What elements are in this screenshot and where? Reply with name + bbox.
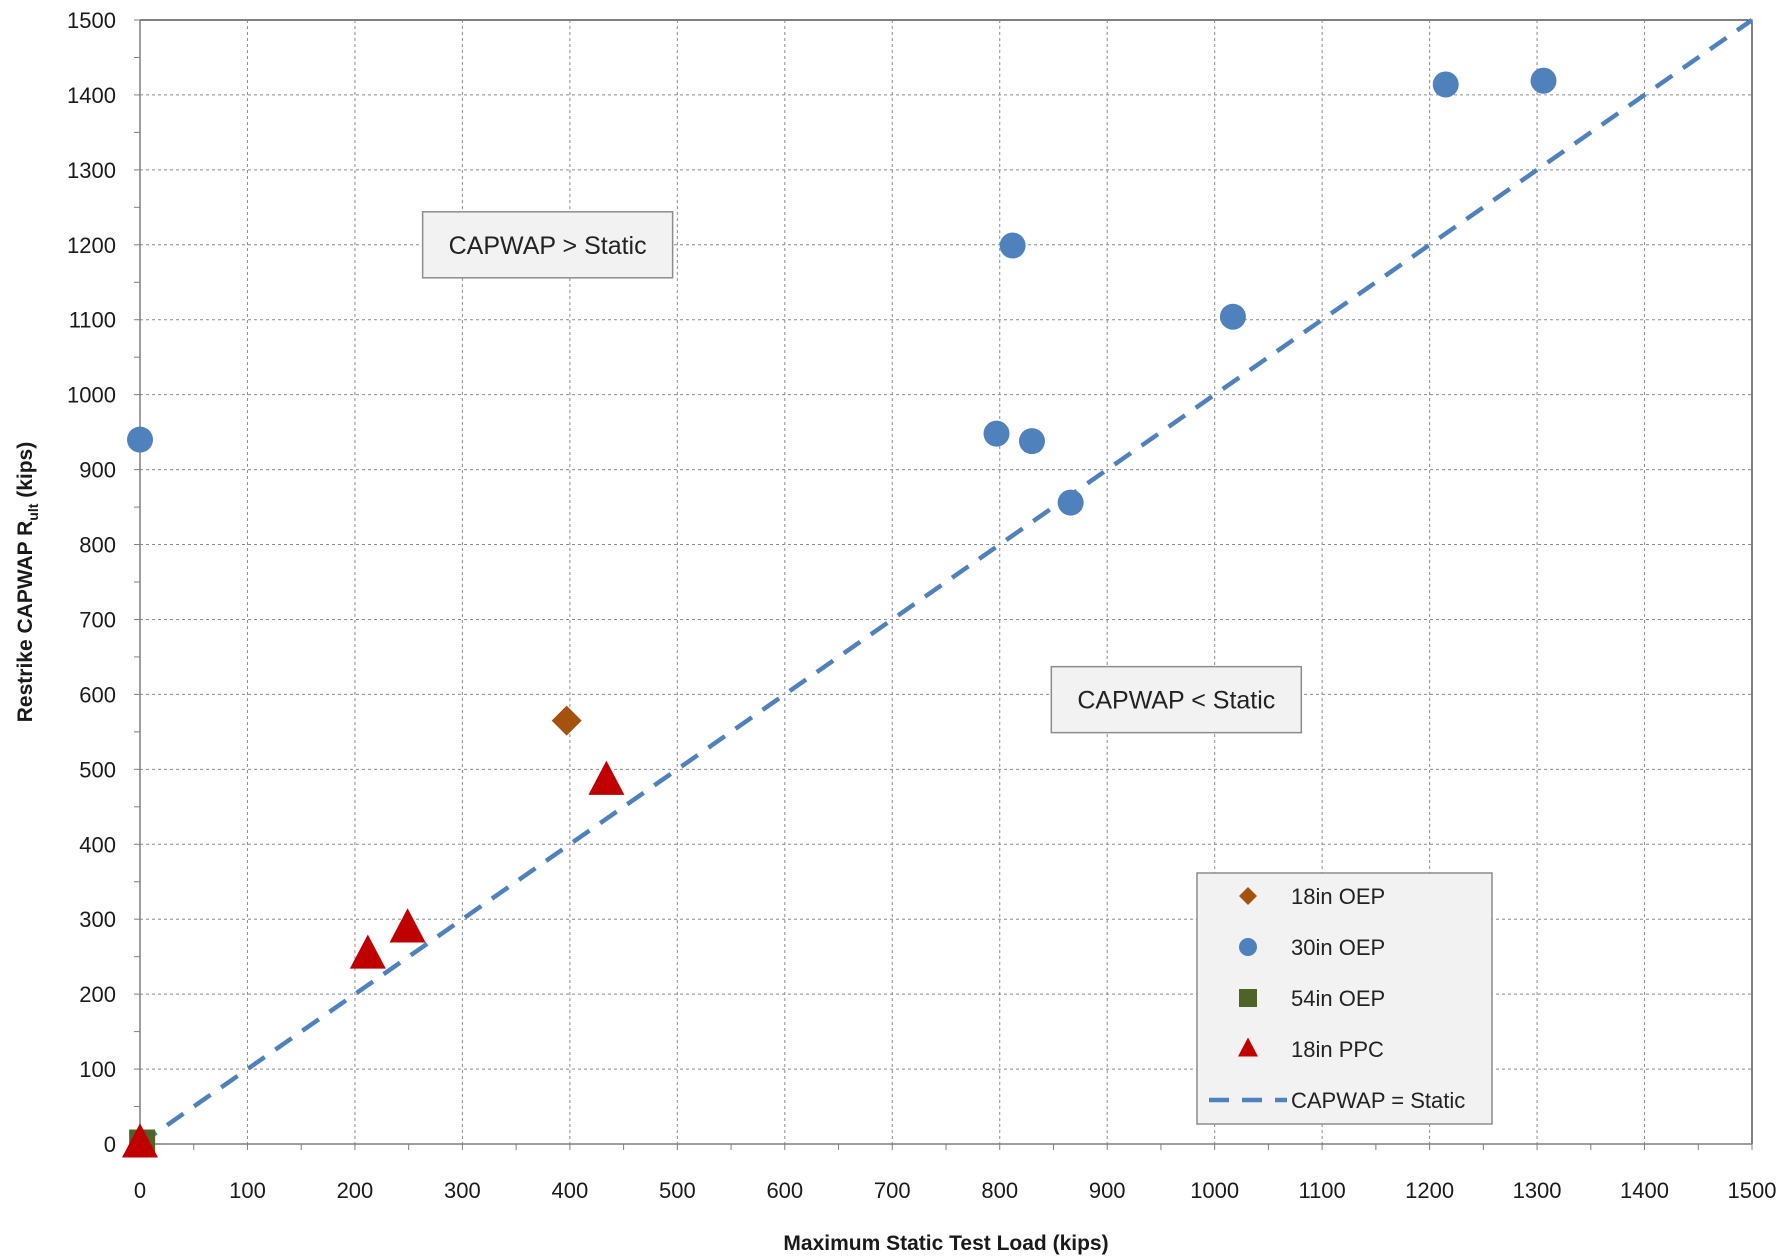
y-tick-label: 0 [104,1132,116,1157]
point-30in-oep-2 [999,232,1026,259]
y-tick-label: 200 [79,982,116,1007]
annotation-box-0: CAPWAP > Static [421,211,674,279]
annotation-text: CAPWAP > Static [449,232,647,260]
point-30in-oep-3 [1018,428,1045,455]
point-30in-oep-6 [1432,71,1459,98]
point-18in-oep-0 [551,705,582,736]
point-18in-ppc-3 [588,760,625,795]
legend-swatch [1239,887,1257,905]
y-tick-label: 1200 [67,233,116,258]
y-tick-label: 1000 [67,383,116,408]
legend-item-54in-oep: 54in OEP [1239,986,1385,1011]
y-tick-label: 1500 [67,8,116,33]
x-tick-label: 600 [766,1178,803,1203]
y-tick-label: 300 [79,907,116,932]
annotation-frame [421,211,674,279]
x-tick-label: 300 [444,1178,481,1203]
data-points [122,67,1557,1158]
x-tick-label: 1000 [1190,1178,1239,1203]
annotations: CAPWAP > Static CAPWAP < Static [421,211,1303,734]
x-tick-label: 1300 [1513,1178,1562,1203]
x-tick-label: 0 [134,1178,146,1203]
y-tick-label: 1300 [67,158,116,183]
point-30in-oep-1 [983,420,1010,447]
legend-label: CAPWAP = Static [1291,1088,1465,1113]
y-tick-label: 1100 [69,308,116,333]
y-axis-title-main: Restrike CAPWAP R [14,521,37,723]
point-30in-oep-4 [1057,489,1084,516]
y-tick-label: 600 [79,682,116,707]
y-tick-label: 1400 [67,83,116,108]
x-axis-title: Maximum Static Test Load (kips) [783,1232,1108,1255]
y-axis-title-unit: (kips) [14,442,37,504]
x-tick-label: 1500 [1728,1178,1777,1203]
legend-item-30in-oep: 30in OEP [1239,935,1385,960]
annotation-text: CAPWAP < Static [1077,687,1275,715]
y-tick-label: 700 [79,607,116,632]
y-tick-label: 500 [79,757,116,782]
y-tick-label: 900 [79,458,116,483]
y-tick-label: 100 [79,1057,116,1082]
x-tick-label: 1200 [1405,1178,1454,1203]
x-tick-label: 100 [229,1178,266,1203]
legend-item-capwap-static: CAPWAP = Static [1209,1088,1465,1113]
y-tick-label: 400 [79,832,116,857]
x-tick-label: 900 [1089,1178,1126,1203]
legend-swatch [1239,938,1257,956]
legend-swatch [1239,989,1257,1007]
x-tick-label: 500 [659,1178,696,1203]
x-tick-label: 800 [981,1178,1018,1203]
point-30in-oep-5 [1219,303,1246,330]
y-axis-title: Restrike CAPWAP Rult (kips) [14,442,41,722]
point-18in-ppc-1 [349,934,386,969]
plot-area [139,19,1753,1145]
y-tick-label: 800 [79,533,116,558]
x-tick-label: 1100 [1298,1178,1345,1203]
point-30in-oep-7 [1530,67,1557,94]
point-18in-ppc-2 [389,908,426,943]
x-tick-label: 200 [337,1178,374,1203]
x-tick-label: 1400 [1620,1178,1669,1203]
legend-item-18in-oep: 18in OEP [1239,884,1385,909]
legend-label: 18in OEP [1291,884,1385,909]
y-axis-title-subscript: ult [25,503,41,520]
x-tick-label: 700 [874,1178,911,1203]
legend-label: 30in OEP [1291,935,1385,960]
annotation-frame [1050,665,1303,734]
legend-label: 54in OEP [1291,986,1385,1011]
legend-label: 18in PPC [1291,1037,1384,1062]
legend-swatch [1238,1037,1258,1057]
annotation-box-1: CAPWAP < Static [1050,665,1303,734]
legend-item-18in-ppc: 18in PPC [1238,1037,1384,1062]
grid-lines [140,20,1752,1144]
axes: 0 100 200 300 400 500 600 700 800 900 1000 1100 1200… [67,8,1776,1203]
legend: 18in OEP 30in OEP 54in OEP 18in PPC CAPWAP =… [1196,872,1493,1125]
point-30in-oep-0 [127,426,153,453]
x-tick-label: 400 [552,1178,589,1203]
point-18in-ppc-0 [122,1123,158,1158]
